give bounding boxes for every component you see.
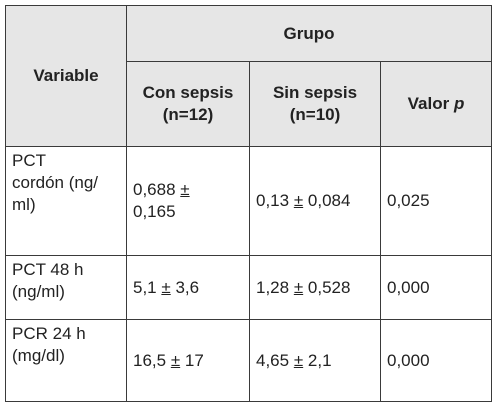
cell-sin-sepsis: 4,65 ± 2,1 (249, 319, 381, 402)
variable-line: (mg/dl) (12, 346, 65, 365)
variable-line: PCT 48 h (12, 260, 84, 279)
header-valor-p: Valor p (380, 61, 492, 147)
sd-value: 0,165 (133, 202, 176, 221)
header-variable: Variable (5, 5, 127, 147)
mean-value: 0,13 (256, 191, 290, 210)
sd-value: 2,1 (307, 350, 332, 370)
variable-line: (ng/ml) (12, 282, 65, 301)
cell-valor-p: 0,000 (380, 319, 492, 402)
table-row: PCR 24 h (mg/dl) 16,5 ± 17 4,65 ± 2,1 0,… (5, 319, 492, 402)
mean-value: 1,28 (256, 277, 290, 297)
header-p-symbol: p (453, 94, 465, 113)
header-sin-sepsis: Sin sepsis (n=10) (249, 61, 381, 147)
mean-value: 4,65 (256, 350, 290, 370)
header-con-sepsis: Con sepsis (n=12) (126, 61, 250, 147)
cell-sin-sepsis: 0,13 ± 0,084 (249, 146, 381, 256)
plus-minus-sign: ± (293, 191, 304, 210)
header-sin-sepsis-n: (n=10) (289, 105, 341, 124)
variable-line: PCT (12, 151, 46, 170)
results-table: Variable Grupo Con sepsis (n=12) Sin sep… (5, 5, 492, 402)
mean-value: 16,5 (133, 350, 167, 370)
cell-con-sepsis: 5,1 ± 3,6 (126, 255, 250, 320)
header-row-1: Variable Grupo (5, 5, 492, 147)
plus-minus-sign: ± (161, 277, 171, 297)
variable-line: ml) (12, 195, 36, 214)
sd-value: 0,084 (307, 191, 351, 210)
header-valor-label: Valor (407, 94, 450, 113)
variable-line: cordón (ng/ (12, 173, 98, 192)
header-con-sepsis-n: (n=12) (162, 105, 214, 124)
row-variable: PCT 48 h (ng/ml) (5, 255, 127, 320)
cell-valor-p: 0,000 (380, 255, 492, 320)
row-variable: PCR 24 h (mg/dl) (5, 319, 127, 402)
header-con-sepsis-label: Con sepsis (142, 83, 234, 102)
cell-valor-p: 0,025 (380, 146, 492, 256)
sd-value: 3,6 (175, 277, 200, 297)
header-sin-sepsis-label: Sin sepsis (272, 83, 358, 102)
plus-minus-sign: ± (293, 350, 304, 370)
table-row: PCT 48 h (ng/ml) 5,1 ± 3,6 1,28 ± 0,528 … (5, 255, 492, 320)
mean-value: 0,688 (133, 180, 176, 199)
table-row: PCT cordón (ng/ ml) 0,688 ± 0,165 0,13 ±… (5, 146, 492, 256)
header-row-2: Con sepsis (n=12) Sin sepsis (n=10) Valo… (6, 61, 492, 147)
plus-minus-sign: ± (170, 350, 181, 370)
sd-value: 0,528 (307, 277, 351, 297)
mean-value: 5,1 (133, 277, 157, 297)
variable-line: PCR 24 h (12, 324, 86, 343)
plus-minus-sign: ± (180, 180, 190, 199)
cell-con-sepsis: 16,5 ± 17 (126, 319, 250, 402)
cell-con-sepsis: 0,688 ± 0,165 (126, 146, 250, 256)
plus-minus-sign: ± (293, 277, 304, 297)
header-grupo: Grupo (126, 5, 492, 62)
sd-value: 17 (184, 350, 204, 370)
row-variable: PCT cordón (ng/ ml) (5, 146, 127, 256)
cell-sin-sepsis: 1,28 ± 0,528 (249, 255, 381, 320)
